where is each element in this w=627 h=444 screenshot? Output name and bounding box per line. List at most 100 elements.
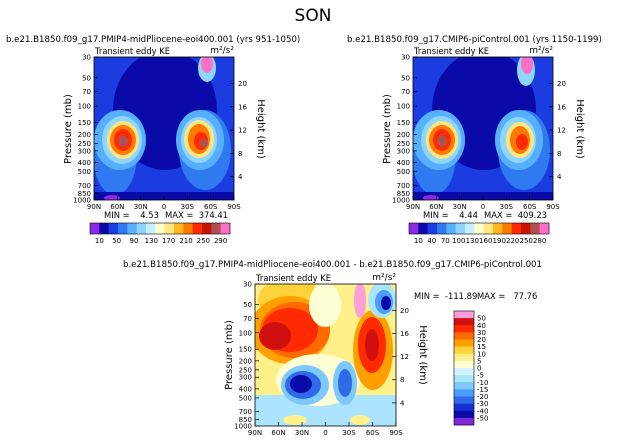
colorbar-swatch	[454, 353, 474, 362]
height-tick-label: 8	[400, 376, 404, 384]
colorbar-swatch	[454, 417, 474, 426]
colorbar-swatch	[164, 223, 175, 234]
x-tick-label: 90N	[248, 429, 262, 437]
colorbar-swatch	[427, 223, 438, 234]
y-tick-label: 1000	[73, 197, 91, 205]
height-tick-label: 20	[400, 307, 409, 315]
x-tick-label: 60N	[271, 429, 285, 437]
y-tick-label: 150	[239, 346, 252, 354]
colorbar-label: 170	[162, 237, 175, 245]
y-tick-label: 500	[239, 394, 252, 402]
colorbar-swatch	[455, 223, 466, 234]
colorbar-swatch	[530, 223, 540, 234]
y-tick-label: 150	[397, 119, 410, 127]
max-value: MAX = 409.23	[484, 210, 547, 220]
y-tick-label: 700	[239, 408, 252, 416]
height-tick-label: 16	[238, 103, 247, 111]
units-label: m²/s²	[210, 46, 234, 56]
colorbar-swatch	[483, 223, 494, 234]
colorbar-swatch	[192, 223, 203, 234]
height-tick-label: 4	[400, 399, 405, 407]
y-tick-label: 70	[401, 88, 410, 96]
panel-midpliocene: b.e21.B1850.f09_g17.PMIP4-midPliocene-eo…	[6, 35, 300, 245]
y-tick-label: 70	[82, 88, 91, 96]
y-tick-label: 250	[397, 140, 410, 148]
y-tick-label: 250	[78, 140, 91, 148]
colorbar-label: -10	[477, 379, 488, 387]
colorbar-label: 130	[145, 237, 158, 245]
contour-field	[255, 284, 396, 426]
colorbar-swatch	[465, 223, 475, 234]
max-value: MAX = 374.41	[165, 210, 228, 220]
colorbar-label: 190	[493, 237, 506, 245]
colorbar-swatch	[502, 223, 512, 234]
units-label: m²/s²	[372, 273, 396, 283]
colorbar-swatch	[136, 223, 147, 234]
colorbar-swatch	[454, 325, 474, 333]
height-tick-label: 8	[557, 150, 561, 158]
colorbar-swatch	[521, 223, 531, 234]
max-value: MAX = 77.76	[477, 291, 537, 301]
colorbar-label: 280	[533, 237, 546, 245]
height-tick-label: 20	[238, 80, 247, 88]
colorbar-label: 40	[477, 322, 486, 330]
colorbar-swatch	[409, 223, 419, 234]
y-tick-label: 200	[397, 131, 410, 139]
x-tick-label: 0	[481, 203, 485, 211]
height-tick-label: 4	[557, 173, 562, 181]
colorbar-label: 30	[477, 329, 486, 337]
season-title: SON	[295, 6, 332, 26]
x-tick-label: 30N	[295, 429, 309, 437]
right-axis-label: Height (km)	[417, 325, 428, 385]
y-tick-label: 300	[239, 374, 252, 382]
y-tick-label: 50	[243, 301, 252, 309]
y-tick-label: 200	[78, 131, 91, 139]
y-tick-label: 30	[82, 54, 91, 62]
height-tick-label: 4	[238, 173, 243, 181]
colorbar-label: 210	[179, 237, 192, 245]
y-tick-label: 100	[397, 103, 410, 111]
y-tick-label: 200	[239, 357, 252, 365]
x-tick-label: 60N	[429, 203, 443, 211]
colorbar-label: 0	[477, 365, 481, 373]
colorbar-swatch	[454, 389, 474, 397]
panel-title: b.e21.B1850.f09_g17.PMIP4-midPliocene-eo…	[6, 35, 300, 45]
height-tick-label: 16	[400, 330, 409, 338]
y-tick-label: 300	[397, 147, 410, 155]
colorbar: 10 40 70 100 130 160 190 220 250 280	[408, 222, 550, 245]
x-tick-label: 90S	[546, 203, 560, 211]
colorbar-label: 40	[427, 237, 436, 245]
y-tick-label: 400	[239, 385, 252, 393]
colorbar-swatch	[155, 223, 165, 234]
units-label: m²/s²	[529, 46, 553, 56]
y-axis-label: Pressure (mb)	[224, 320, 235, 390]
contour-field	[94, 57, 234, 200]
colorbar-label: -50	[477, 414, 488, 422]
y-tick-label: 850	[397, 190, 410, 198]
panel-subtitle: Transient eddy KE	[94, 46, 170, 56]
colorbar-label: 50	[477, 315, 486, 323]
y-tick-label: 100	[239, 329, 252, 337]
height-tick-label: 8	[238, 150, 242, 158]
colorbar-swatch	[454, 360, 474, 369]
colorbar-swatch	[454, 368, 474, 376]
colorbar-swatch	[118, 223, 128, 234]
colorbar-swatch	[454, 339, 474, 347]
x-tick-label: 30S	[500, 203, 514, 211]
colorbar-label: 290	[214, 237, 227, 245]
colorbar-swatch	[454, 403, 474, 412]
colorbar-label: 100	[452, 237, 465, 245]
panel-subtitle: Transient eddy KE	[413, 46, 489, 56]
y-axis-label: Pressure (mb)	[382, 94, 393, 164]
right-axis-label: Height (km)	[574, 99, 585, 159]
y-tick-label: 850	[239, 416, 252, 424]
colorbar-swatch	[454, 375, 474, 383]
colorbar-label: 250	[197, 237, 210, 245]
colorbar-label: -20	[477, 393, 488, 401]
x-tick-label: 30S	[342, 429, 356, 437]
min-value: MIN = -111.89	[414, 291, 477, 301]
colorbar-swatch	[418, 223, 428, 234]
colorbar-label: 250	[519, 237, 532, 245]
colorbar-swatch	[454, 410, 474, 419]
